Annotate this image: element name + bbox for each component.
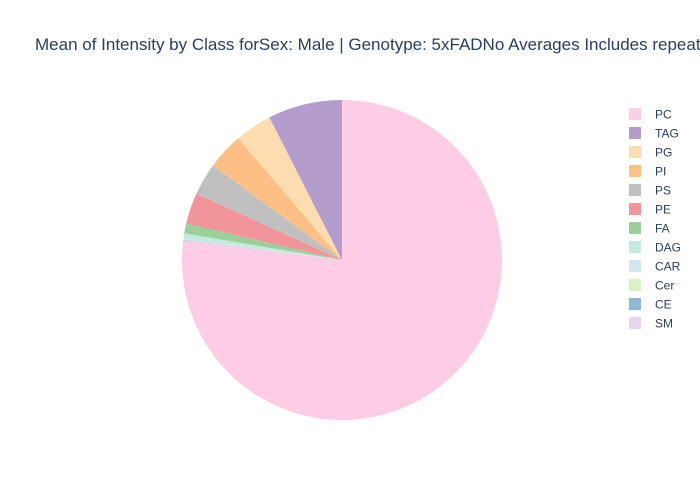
pie-slice-ps xyxy=(196,165,342,260)
pie-slice-pe xyxy=(186,193,342,260)
legend-item-sm[interactable]: SM xyxy=(629,317,673,331)
legend-label: Cer xyxy=(655,279,674,293)
chart-title: Mean of Intensity by Class forSex: Male … xyxy=(35,35,700,54)
legend-swatch xyxy=(629,184,641,196)
legend-label: SM xyxy=(655,317,673,331)
legend-item-pg[interactable]: PG xyxy=(629,146,672,160)
legend-swatch xyxy=(629,241,641,253)
pie-slice-pi xyxy=(212,138,342,260)
legend-swatch xyxy=(629,127,641,139)
legend-swatch xyxy=(629,203,641,215)
legend-swatch xyxy=(629,298,641,310)
legend-item-ps[interactable]: PS xyxy=(629,184,671,198)
legend-label: CE xyxy=(655,298,672,312)
legend: PC TAG PG PI PS PE FA DAG CAR Cer CE SM xyxy=(629,108,681,331)
pie-slice-ce xyxy=(183,239,342,260)
legend-item-ce[interactable]: CE xyxy=(629,298,672,312)
legend-label: DAG xyxy=(655,241,681,255)
legend-label: TAG xyxy=(655,127,679,141)
legend-swatch xyxy=(629,146,641,158)
legend-swatch xyxy=(629,165,641,177)
pie-slice-sm xyxy=(183,240,342,260)
legend-swatch xyxy=(629,260,641,272)
legend-swatch xyxy=(629,222,641,234)
legend-item-dag[interactable]: DAG xyxy=(629,241,681,255)
legend-label: PG xyxy=(655,146,672,160)
pie-slice-car xyxy=(183,238,342,260)
legend-item-cer[interactable]: Cer xyxy=(629,279,674,293)
legend-swatch xyxy=(629,279,641,291)
legend-item-pc[interactable]: PC xyxy=(629,108,672,122)
legend-label: PC xyxy=(655,108,672,122)
legend-item-pi[interactable]: PI xyxy=(629,165,666,179)
legend-label: PI xyxy=(655,165,666,179)
legend-swatch xyxy=(629,108,641,120)
legend-label: PS xyxy=(655,184,671,198)
legend-label: FA xyxy=(655,222,670,236)
pie-slice-pg xyxy=(238,117,342,260)
legend-item-car[interactable]: CAR xyxy=(629,260,681,274)
pie-slices xyxy=(181,100,502,420)
legend-label: CAR xyxy=(655,260,681,274)
pie-slice-fa xyxy=(184,223,342,260)
legend-item-tag[interactable]: TAG xyxy=(629,127,679,141)
pie-slice-cer xyxy=(183,239,342,260)
legend-item-fa[interactable]: FA xyxy=(629,222,670,236)
pie-slice-tag xyxy=(269,100,342,260)
legend-item-pe[interactable]: PE xyxy=(629,203,671,217)
legend-swatch xyxy=(629,317,641,329)
pie-slice-dag xyxy=(183,233,342,260)
legend-label: PE xyxy=(655,203,671,217)
